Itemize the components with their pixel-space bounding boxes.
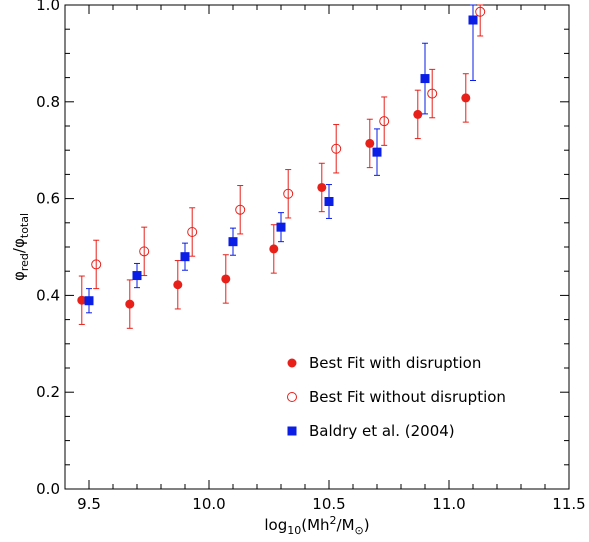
data-point-square bbox=[468, 15, 478, 25]
y-tick-label: 1.0 bbox=[36, 0, 60, 14]
data-point-square bbox=[372, 147, 382, 157]
x-axis-title: log10(Mh2/M⊙) bbox=[264, 514, 369, 537]
data-point-square bbox=[228, 237, 238, 247]
y-tick-label: 0.6 bbox=[36, 190, 60, 208]
data-point-filled-circle bbox=[77, 295, 87, 305]
data-point-filled-circle bbox=[125, 299, 135, 309]
x-tick-label: 10.5 bbox=[312, 495, 345, 513]
chart-marks bbox=[77, 4, 486, 329]
y-tick-label: 0.2 bbox=[36, 383, 60, 401]
y-tick-label: 0.4 bbox=[36, 286, 60, 304]
data-point-open-circle bbox=[187, 226, 198, 237]
legend-marker-baldry bbox=[287, 426, 297, 436]
data-point-open-circle bbox=[379, 116, 390, 127]
x-tick-label: 11.5 bbox=[552, 495, 585, 513]
x-tick-label: 10.0 bbox=[192, 495, 225, 513]
data-point-filled-circle bbox=[365, 138, 375, 148]
data-point-filled-circle bbox=[461, 93, 471, 103]
data-point-filled-circle bbox=[413, 109, 423, 119]
x-tick-label: 9.5 bbox=[77, 495, 101, 513]
data-point-filled-circle bbox=[221, 274, 231, 284]
data-point-open-circle bbox=[283, 188, 294, 199]
data-point-filled-circle bbox=[269, 244, 279, 254]
legend: Best Fit with disruption Best Fit withou… bbox=[287, 354, 506, 440]
data-point-filled-circle bbox=[173, 280, 183, 290]
data-point-square bbox=[420, 74, 430, 84]
y-axis-title: φred/φtotal bbox=[10, 213, 31, 281]
data-point-open-circle bbox=[331, 143, 342, 154]
data-point-square bbox=[180, 252, 190, 262]
data-point-filled-circle bbox=[317, 182, 327, 192]
data-point-square bbox=[324, 197, 334, 207]
data-point-open-circle bbox=[139, 246, 150, 257]
legend-label-with-disruption: Best Fit with disruption bbox=[309, 354, 481, 372]
data-point-open-circle bbox=[235, 204, 246, 215]
legend-label-baldry: Baldry et al. (2004) bbox=[309, 422, 455, 440]
data-point-open-circle bbox=[427, 88, 438, 99]
data-point-square bbox=[84, 296, 94, 306]
data-point-square bbox=[276, 222, 286, 232]
y-tick-label: 0.8 bbox=[36, 93, 60, 111]
legend-label-without-disruption: Best Fit without disruption bbox=[309, 388, 506, 406]
axis-ticks bbox=[64, 4, 570, 490]
data-point-open-circle bbox=[91, 259, 102, 270]
plot-frame bbox=[64, 4, 570, 490]
data-point-square bbox=[132, 271, 142, 281]
legend-marker-with-disruption bbox=[287, 358, 297, 368]
data-point-open-circle bbox=[475, 6, 486, 17]
y-tick-label: 0.0 bbox=[36, 480, 60, 498]
x-tick-label: 11.0 bbox=[432, 495, 465, 513]
legend-marker-without-disruption bbox=[287, 392, 297, 402]
axis-tick-labels: 9.5 10.0 10.5 11.0 11.5 0.0 0.2 0.4 0.6 0.8 1.0 bbox=[36, 0, 586, 513]
